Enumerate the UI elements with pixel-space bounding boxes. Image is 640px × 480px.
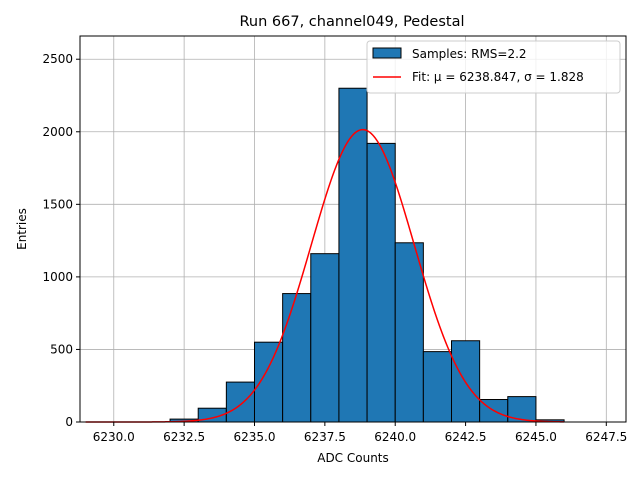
- histogram-bar: [507, 396, 537, 423]
- histogram-bar: [253, 341, 284, 423]
- y-tick-label: 500: [50, 342, 73, 356]
- x-tick-label: 6245.0: [515, 430, 557, 444]
- x-tick-label: 6230.0: [93, 430, 135, 444]
- histogram-bar: [422, 351, 453, 423]
- x-axis-label: ADC Counts: [317, 451, 389, 465]
- x-tick-label: 6237.5: [304, 430, 346, 444]
- y-tick-label: 0: [65, 415, 73, 429]
- x-axis-ticks: 6230.0 6232.5 6235.0 6237.5 6240.0 6242.5 6245…: [93, 422, 627, 444]
- histogram-bar: [310, 253, 340, 423]
- y-tick-label: 2500: [42, 52, 73, 66]
- x-tick-label: 6242.5: [445, 430, 487, 444]
- legend-fit-label: Fit: μ = 6238.847, σ = 1.828: [412, 70, 584, 84]
- histogram-bar: [282, 293, 312, 423]
- y-tick-label: 1500: [42, 197, 73, 211]
- histogram-bar: [366, 142, 396, 423]
- chart-title: Run 667, channel049, Pedestal: [239, 14, 464, 30]
- x-tick-label: 6240.0: [374, 430, 416, 444]
- y-tick-label: 2000: [42, 125, 73, 139]
- histogram-bar: [338, 87, 368, 423]
- histogram-bar: [394, 242, 424, 423]
- legend: Samples: RMS=2.2 Fit: μ = 6238.847, σ = …: [366, 40, 621, 94]
- y-axis-label: Entries: [15, 208, 29, 250]
- y-tick-label: 1000: [42, 270, 73, 284]
- x-tick-label: 6247.5: [585, 430, 627, 444]
- plot-frame: [79, 35, 627, 423]
- legend-frame: [366, 40, 621, 94]
- legend-histogram-label: Samples: RMS=2.2: [412, 47, 527, 61]
- x-tick-label: 6232.5: [163, 430, 205, 444]
- y-axis-ticks: 0 500 1000 1500 2000 2500: [42, 52, 80, 429]
- x-tick-label: 6235.0: [233, 430, 275, 444]
- histogram-bar: [225, 381, 255, 423]
- legend-histogram-swatch: [372, 47, 402, 59]
